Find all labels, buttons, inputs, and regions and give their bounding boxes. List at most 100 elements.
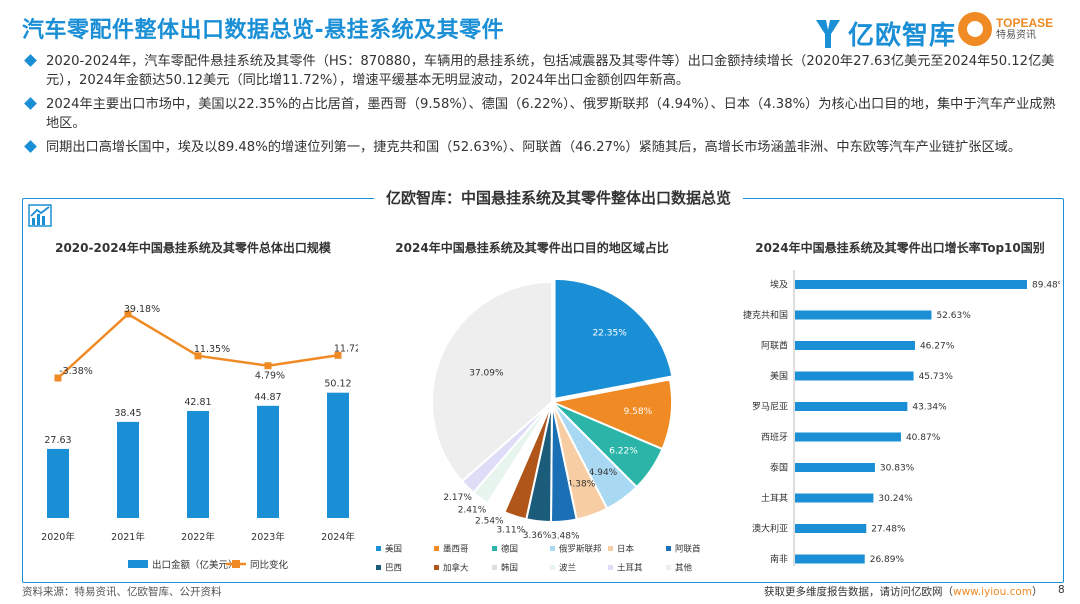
pie-value-label: 2.17%: [443, 493, 472, 503]
line-point: [334, 351, 342, 359]
bar-value-label: 40.87%: [906, 433, 941, 443]
yiou-logo: 亿欧智库: [814, 14, 956, 52]
legend-label: 加拿大: [443, 563, 469, 574]
legend-label: 韩国: [501, 563, 518, 574]
bar-value-label: 44.87: [254, 392, 281, 403]
legend-label: 日本: [617, 544, 635, 555]
legend-swatch: [550, 546, 555, 551]
line-point: [264, 362, 272, 370]
topease-logo: TOPEASE 特易资讯: [958, 12, 1053, 46]
bar-value-label: 89.48%: [1032, 281, 1060, 291]
bar: [795, 310, 932, 320]
topease-logo-cn: 特易资讯: [996, 30, 1036, 42]
bullet-text: 2024年主要出口市场中，美国以22.35%的占比居首，墨西哥（9.58%）、德…: [46, 97, 1056, 131]
bar: [47, 448, 69, 518]
bar-value-label: 26.89%: [870, 555, 905, 565]
diamond-icon: [24, 97, 37, 110]
panel-title: 亿欧智库：中国悬挂系统及其零件整体出口数据总览: [374, 187, 744, 208]
legend-label: 俄罗斯联邦: [559, 544, 602, 555]
legend-swatch: [608, 565, 613, 570]
y-tick-label: 土耳其: [761, 492, 788, 504]
bar: [795, 341, 915, 350]
page-title: 汽车零配件整体出口数据总览-悬挂系统及其零件: [22, 18, 505, 43]
topease-logo-en: TOPEASE: [996, 15, 1054, 30]
line-value-label: -3.38%: [59, 366, 93, 377]
y-tick-label: 泰国: [770, 462, 788, 474]
bar-value-label: 27.48%: [871, 525, 906, 535]
line-point: [124, 310, 132, 318]
bullet-text: 同期出口高增长国中，埃及以89.48%的增速位列第一，捷克共和国（52.63%）…: [46, 140, 1022, 155]
pie-slice: [431, 280, 553, 483]
legend-label: 阿联酋: [675, 544, 701, 555]
bullet-item: 2024年主要出口市场中，美国以22.35%的占比居首，墨西哥（9.58%）、德…: [22, 95, 1062, 133]
footer-text: 获取更多维度报告数据，请访问亿欧网（: [764, 586, 953, 598]
x-tick-label: 2021年: [111, 531, 145, 543]
bar: [795, 371, 914, 381]
bar: [117, 421, 139, 518]
source-note: 资料来源：特易资讯、亿欧智库、公开资料: [22, 586, 222, 598]
x-tick-label: 2022年: [181, 531, 215, 543]
bar-chart-icon: [28, 204, 52, 227]
bar: [795, 402, 908, 411]
bar-value-label: 50.12: [324, 379, 351, 390]
pie-value-label: 22.35%: [592, 328, 627, 338]
bar: [327, 392, 349, 518]
bar-value-label: 42.81: [184, 397, 211, 408]
x-tick-label: 2024年: [321, 531, 355, 543]
legend-swatch: [434, 565, 439, 570]
legend-label: 墨西哥: [443, 545, 469, 555]
y-tick-label: 美国: [770, 370, 788, 382]
pie-value-label: 3.11%: [497, 526, 526, 536]
export-scale-chart: 2020-2024年中国悬挂系统及其零件总体出口规模 27.63 2020年 38.4…: [41, 240, 358, 571]
legend-swatch: [492, 565, 497, 570]
chart-title: 2024年中国悬挂系统及其零件出口目的地区域占比: [395, 240, 668, 255]
pie-value-label: 3.36%: [523, 531, 552, 541]
legend-swatch: [550, 565, 555, 570]
diamond-icon: [24, 54, 37, 67]
x-tick-label: 2023年: [251, 531, 285, 543]
bar-value-label: 43.34%: [912, 403, 947, 413]
footer-close: ）: [1032, 586, 1043, 598]
legend-swatch: [376, 546, 381, 551]
footer-note: 获取更多维度报告数据，请访问亿欧网（www.iyiou.com）: [764, 584, 1043, 599]
line-point: [54, 374, 62, 382]
footer-link[interactable]: www.iyiou.com: [953, 586, 1033, 598]
pie-slice: [553, 277, 674, 401]
y-tick-label: 捷克共和国: [743, 309, 788, 321]
pie-value-label: 3.48%: [551, 531, 580, 541]
pie-value-label: 37.09%: [469, 368, 504, 378]
legend-swatch: [434, 546, 439, 551]
bar-value-label: 30.24%: [878, 494, 913, 504]
bar-value-label: 38.45: [114, 408, 141, 419]
pie-value-label: 2.54%: [475, 516, 504, 526]
legend-label: 同比变化: [250, 559, 289, 571]
summary-bullets: 2020-2024年，汽车零配件悬挂系统及其零件（HS：870880，车辆用的悬…: [22, 52, 1062, 162]
topease-logo-mark: [958, 12, 992, 46]
legend-swatch: [376, 565, 381, 570]
bar: [795, 463, 875, 472]
legend-label: 美国: [385, 544, 402, 555]
line-value-label: 39.18%: [124, 304, 160, 315]
destination-share-pie: 2024年中国悬挂系统及其零件出口目的地区域占比 22.35% 9.58% 6.22%…: [376, 240, 701, 574]
pie-value-label: 6.22%: [609, 446, 638, 456]
yiou-logo-mark: [816, 20, 840, 48]
x-tick-label: 2020年: [41, 531, 75, 543]
diamond-icon: [24, 140, 37, 153]
bullet-text: 2020-2024年，汽车零配件悬挂系统及其零件（HS：870880，车辆用的悬…: [46, 54, 1055, 88]
chart-title: 2020-2024年中国悬挂系统及其零件总体出口规模: [55, 240, 332, 255]
pie-value-label: 2.41%: [458, 505, 487, 515]
pie-value-label: 4.94%: [589, 468, 618, 478]
y-tick-label: 南非: [770, 553, 788, 565]
y-tick-label: 罗马尼亚: [752, 402, 788, 413]
bar: [795, 432, 901, 442]
bar: [795, 280, 1027, 289]
legend-label: 巴西: [385, 564, 402, 574]
page-number: 8: [1058, 584, 1065, 596]
legend-swatch: [666, 546, 671, 551]
bar-value-label: 52.63%: [936, 311, 971, 321]
legend-label: 出口金额（亿美元）: [152, 559, 238, 571]
bar: [795, 524, 867, 533]
y-tick-label: 阿联酋: [761, 340, 788, 352]
bar: [795, 493, 874, 503]
